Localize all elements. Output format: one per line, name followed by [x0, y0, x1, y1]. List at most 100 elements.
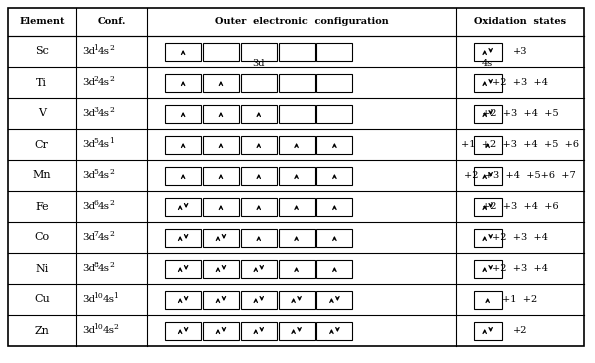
Text: +2: +2 — [513, 326, 527, 335]
Bar — [278, 228, 315, 246]
Bar — [203, 105, 239, 122]
Bar — [165, 260, 201, 277]
Text: 2: 2 — [109, 44, 114, 52]
Bar — [203, 197, 239, 216]
Text: 3d: 3d — [83, 78, 96, 87]
Text: 3d: 3d — [83, 171, 96, 180]
Text: Sc: Sc — [35, 46, 49, 57]
Text: +2  +3  +4  +5+6  +7: +2 +3 +4 +5+6 +7 — [464, 171, 576, 180]
Bar — [203, 73, 239, 91]
Text: +2  +3  +4  +6: +2 +3 +4 +6 — [482, 202, 558, 211]
Text: 4s: 4s — [98, 140, 110, 149]
Text: 2: 2 — [109, 168, 114, 176]
Text: 1: 1 — [114, 292, 118, 300]
Bar — [474, 167, 502, 184]
Bar — [165, 197, 201, 216]
Text: 1: 1 — [109, 137, 114, 145]
Bar — [241, 135, 277, 154]
Bar — [474, 228, 502, 246]
Text: 3d: 3d — [83, 326, 96, 335]
Bar — [317, 290, 352, 309]
Text: 4s: 4s — [102, 326, 114, 335]
Text: 3d: 3d — [83, 202, 96, 211]
Text: 3d: 3d — [83, 295, 96, 304]
Text: V: V — [38, 109, 46, 118]
Text: Co: Co — [35, 232, 49, 242]
Bar — [474, 197, 502, 216]
Bar — [474, 290, 502, 309]
Bar — [241, 322, 277, 339]
Text: 3d: 3d — [83, 264, 96, 273]
Text: +2  +3  +4: +2 +3 +4 — [492, 264, 548, 273]
Text: 4s: 4s — [98, 202, 110, 211]
Bar — [474, 322, 502, 339]
Text: 5: 5 — [93, 168, 98, 176]
Bar — [241, 73, 277, 91]
Bar — [317, 322, 352, 339]
Bar — [203, 135, 239, 154]
Bar — [317, 135, 352, 154]
Bar — [317, 197, 352, 216]
Text: 4s: 4s — [482, 58, 493, 68]
Text: 4s: 4s — [98, 233, 110, 242]
Text: +2  +3  +4: +2 +3 +4 — [492, 78, 548, 87]
Text: 3d: 3d — [252, 58, 265, 68]
Text: Ti: Ti — [36, 77, 47, 87]
Bar — [278, 260, 315, 277]
Text: 10: 10 — [93, 292, 104, 300]
Text: 4s: 4s — [98, 264, 110, 273]
Bar — [317, 105, 352, 122]
Bar — [165, 290, 201, 309]
Text: 3d: 3d — [83, 109, 96, 118]
Text: Fe: Fe — [35, 201, 49, 212]
Text: 3d: 3d — [83, 47, 96, 56]
Bar — [165, 167, 201, 184]
Text: 4s: 4s — [98, 78, 110, 87]
Text: 4s: 4s — [98, 47, 110, 56]
Bar — [278, 290, 315, 309]
Text: +1  +2: +1 +2 — [502, 295, 538, 304]
Bar — [278, 322, 315, 339]
Bar — [165, 73, 201, 91]
Bar — [241, 260, 277, 277]
Text: Cu: Cu — [34, 294, 49, 305]
Text: 4s: 4s — [98, 109, 110, 118]
Text: +2  +3  +4: +2 +3 +4 — [492, 233, 548, 242]
Bar — [474, 105, 502, 122]
Text: Ni: Ni — [35, 264, 48, 273]
Text: 8: 8 — [93, 261, 98, 269]
Bar — [278, 73, 315, 91]
Bar — [203, 228, 239, 246]
Bar — [278, 197, 315, 216]
Text: 4s: 4s — [98, 171, 110, 180]
Bar — [203, 167, 239, 184]
Bar — [203, 260, 239, 277]
Text: +1  +2  +3  +4  +5  +6: +1 +2 +3 +4 +5 +6 — [461, 140, 579, 149]
Text: 2: 2 — [109, 106, 114, 114]
Bar — [203, 42, 239, 61]
Text: 2: 2 — [109, 199, 114, 207]
Text: +3: +3 — [513, 47, 527, 56]
Text: 1: 1 — [93, 44, 98, 52]
Bar — [278, 42, 315, 61]
Text: Cr: Cr — [35, 139, 49, 150]
Bar — [203, 290, 239, 309]
Text: 3d: 3d — [83, 233, 96, 242]
Bar — [278, 105, 315, 122]
Bar — [317, 42, 352, 61]
Text: Outer  electronic  configuration: Outer electronic configuration — [215, 17, 389, 26]
Bar — [203, 322, 239, 339]
Text: 3: 3 — [93, 106, 99, 114]
Bar — [165, 135, 201, 154]
Bar — [317, 167, 352, 184]
Bar — [165, 228, 201, 246]
Bar — [474, 260, 502, 277]
Text: 4s: 4s — [102, 295, 114, 304]
Bar — [317, 260, 352, 277]
Bar — [241, 197, 277, 216]
Bar — [165, 42, 201, 61]
Text: 7: 7 — [93, 230, 98, 238]
Bar — [241, 167, 277, 184]
Bar — [165, 105, 201, 122]
Text: Mn: Mn — [33, 171, 51, 180]
